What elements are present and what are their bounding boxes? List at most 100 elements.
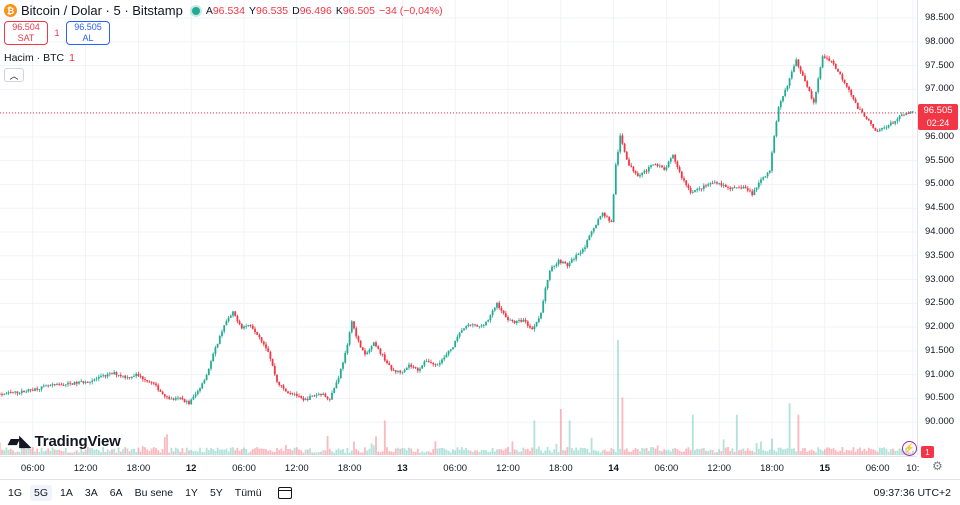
volume-bar: [383, 420, 386, 455]
candle-body: [614, 164, 617, 195]
range-button[interactable]: 1A: [60, 486, 73, 499]
volume-bar: [694, 450, 696, 455]
symbol-title[interactable]: Bitcoin / Dolar · 5 · Bitstamp: [21, 3, 183, 18]
volume-bar: [588, 452, 591, 455]
volume-bar: [148, 451, 151, 455]
range-button[interactable]: 1G: [8, 486, 23, 499]
volume-bar: [75, 450, 78, 455]
volume-bar: [190, 449, 193, 455]
volume-bar: [881, 448, 883, 455]
volume-bar: [146, 449, 149, 455]
candle-body: [320, 394, 322, 395]
candle-body: [522, 319, 525, 322]
chart-plot-area[interactable]: [0, 0, 917, 455]
volume-bar: [619, 448, 622, 455]
range-button[interactable]: 5G: [30, 484, 53, 501]
candle-body: [465, 326, 468, 329]
candlestick-chart[interactable]: [0, 0, 917, 455]
volume-bar: [676, 449, 679, 455]
buy-button[interactable]: 96.505 AL: [66, 21, 110, 45]
calendar-range-icon[interactable]: [277, 486, 292, 499]
volume-bar: [218, 449, 221, 455]
volume-bar: [438, 448, 441, 455]
candle-body: [238, 321, 241, 325]
candle-body: [711, 183, 714, 185]
lightning-icon[interactable]: ⚡: [902, 441, 917, 456]
candle-body: [97, 376, 100, 379]
candle-body: [834, 63, 837, 69]
volume-bar: [843, 452, 846, 455]
candle-body: [683, 178, 685, 181]
candle-body: [16, 391, 19, 394]
range-button[interactable]: 6A: [109, 486, 123, 499]
volume-bar: [614, 452, 617, 455]
volume-legend[interactable]: Hacim · BTC 1: [4, 52, 75, 64]
volume-bar: [240, 449, 243, 455]
tradingview-logo[interactable]: ▰◣ TradingView: [8, 432, 121, 451]
volume-bar: [586, 448, 589, 455]
candle-body: [331, 392, 333, 400]
volume-bar: [870, 449, 872, 455]
volume-bar: [551, 452, 553, 455]
candle-body: [645, 170, 648, 172]
candle-body: [542, 301, 545, 313]
candle-body: [390, 365, 393, 370]
candle-body: [456, 336, 459, 342]
candle-body: [656, 164, 659, 167]
volume-bar: [141, 446, 144, 455]
volume-bar: [25, 448, 28, 455]
volume-bar: [621, 397, 624, 455]
range-button[interactable]: Tümü: [234, 486, 262, 499]
candle-body: [84, 382, 87, 383]
candle-body: [828, 58, 831, 61]
candle-body: [894, 121, 897, 124]
volume-bar: [504, 448, 507, 455]
range-button[interactable]: 5Y: [209, 486, 223, 499]
candle-body: [793, 66, 795, 72]
chevron-up-icon[interactable]: ︿: [4, 68, 24, 82]
candle-body: [720, 183, 723, 186]
volume-bar: [777, 447, 780, 455]
candle-body: [339, 368, 342, 379]
time-axis[interactable]: 06:00 12:00 18:00 12 06:00 12:00 18:00 13 06:00 1…: [0, 456, 919, 478]
volume-bar: [577, 450, 580, 455]
candle-body: [304, 398, 307, 401]
candle-body: [551, 266, 553, 271]
price-axis[interactable]: 90.000 90.500 91.000 91.500 92.000 92.500 93.0…: [917, 0, 960, 455]
clock[interactable]: 09:37:36 UTC+2: [873, 487, 951, 499]
volume-bar: [388, 451, 391, 455]
range-button[interactable]: Bu sene: [134, 486, 174, 499]
volume-bar: [645, 447, 648, 455]
candle-body: [590, 231, 593, 236]
volume-bar: [89, 448, 91, 455]
volume-bar: [397, 447, 399, 455]
volume-bar: [845, 449, 848, 455]
volume-bar: [67, 452, 69, 455]
volume-bar: [837, 451, 839, 455]
time-tick-label: 06:00: [654, 463, 679, 474]
volume-bar: [691, 414, 694, 455]
volume-bar: [584, 448, 586, 455]
volume-bar: [265, 449, 267, 455]
range-button[interactable]: 3A: [84, 486, 98, 499]
candle-body: [568, 262, 571, 267]
volume-bar: [672, 448, 674, 455]
sell-button[interactable]: 96.504 SAT: [4, 21, 48, 45]
volume-bar: [700, 448, 703, 455]
candle-body: [221, 331, 223, 336]
candle-body: [768, 170, 771, 173]
volume-bar: [496, 449, 498, 455]
candle-body: [837, 68, 839, 72]
volume-bar: [315, 452, 318, 455]
volume-bar: [540, 450, 542, 455]
time-tick-label: 18:00: [126, 463, 151, 474]
low-value: D96.496: [292, 4, 332, 17]
candle-body: [278, 381, 281, 386]
candle-body: [111, 373, 113, 375]
candle-body: [324, 393, 327, 397]
candle-body: [115, 372, 118, 376]
volume-bar: [12, 450, 14, 455]
range-button[interactable]: 1Y: [185, 486, 198, 499]
candle-body: [489, 315, 492, 321]
gear-icon[interactable]: ⚙: [932, 459, 943, 473]
